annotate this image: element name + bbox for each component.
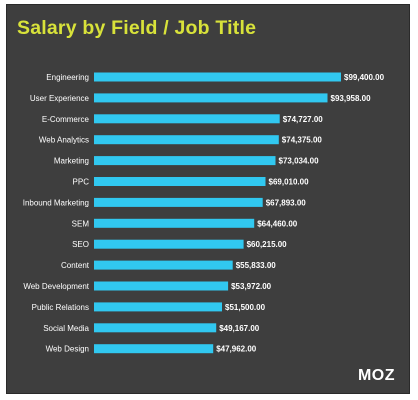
bar: [94, 93, 328, 103]
bar: [94, 135, 279, 145]
value-label: $73,034.00: [279, 157, 320, 166]
bar: [94, 156, 276, 166]
bar: [94, 260, 233, 270]
bar: [94, 281, 229, 291]
value-label: $74,727.00: [283, 115, 324, 124]
moz-logo: MOZ: [357, 367, 395, 384]
category-label: Marketing: [54, 157, 89, 166]
value-label: $93,958.00: [331, 94, 372, 103]
value-label: $53,972.00: [231, 282, 272, 291]
category-label: E-Commerce: [42, 115, 90, 124]
bar: [94, 114, 280, 124]
bar: [94, 72, 341, 82]
category-label: PPC: [73, 178, 90, 187]
category-label: Web Analytics: [39, 136, 89, 145]
value-label: $69,010.00: [269, 178, 310, 187]
chart-title: Salary by Field / Job Title: [17, 17, 257, 39]
bar: [94, 302, 222, 312]
bar: [94, 197, 263, 207]
value-label: $74,375.00: [282, 136, 323, 145]
value-label: $49,167.00: [219, 324, 260, 333]
category-label: User Experience: [30, 94, 90, 103]
value-label: $67,893.00: [266, 198, 307, 207]
category-label: SEM: [72, 219, 90, 228]
value-label: $51,500.00: [225, 303, 266, 312]
bar: [94, 218, 255, 228]
category-label: Social Media: [43, 324, 89, 333]
chart-card: Salary by Field / Job Title Engineering $…: [6, 4, 410, 394]
category-label: Web Development: [23, 282, 89, 291]
category-label: Content: [61, 261, 90, 270]
category-label: Inbound Marketing: [23, 198, 89, 207]
value-label: $47,962.00: [216, 345, 257, 354]
bar: [94, 323, 217, 333]
bar: [94, 344, 214, 354]
category-label: Public Relations: [32, 303, 89, 312]
category-label: Web Design: [46, 345, 89, 354]
value-label: $99,400.00: [344, 73, 385, 82]
value-label: $64,460.00: [257, 219, 298, 228]
value-label: $55,833.00: [236, 261, 277, 270]
bar: [94, 177, 266, 186]
bar: [94, 239, 244, 249]
category-label: SEO: [72, 240, 89, 249]
category-label: Engineering: [46, 73, 89, 82]
bar-chart: Engineering $99,400.00 User Experience $93,…: [23, 72, 385, 354]
value-label: $60,215.00: [247, 240, 288, 249]
